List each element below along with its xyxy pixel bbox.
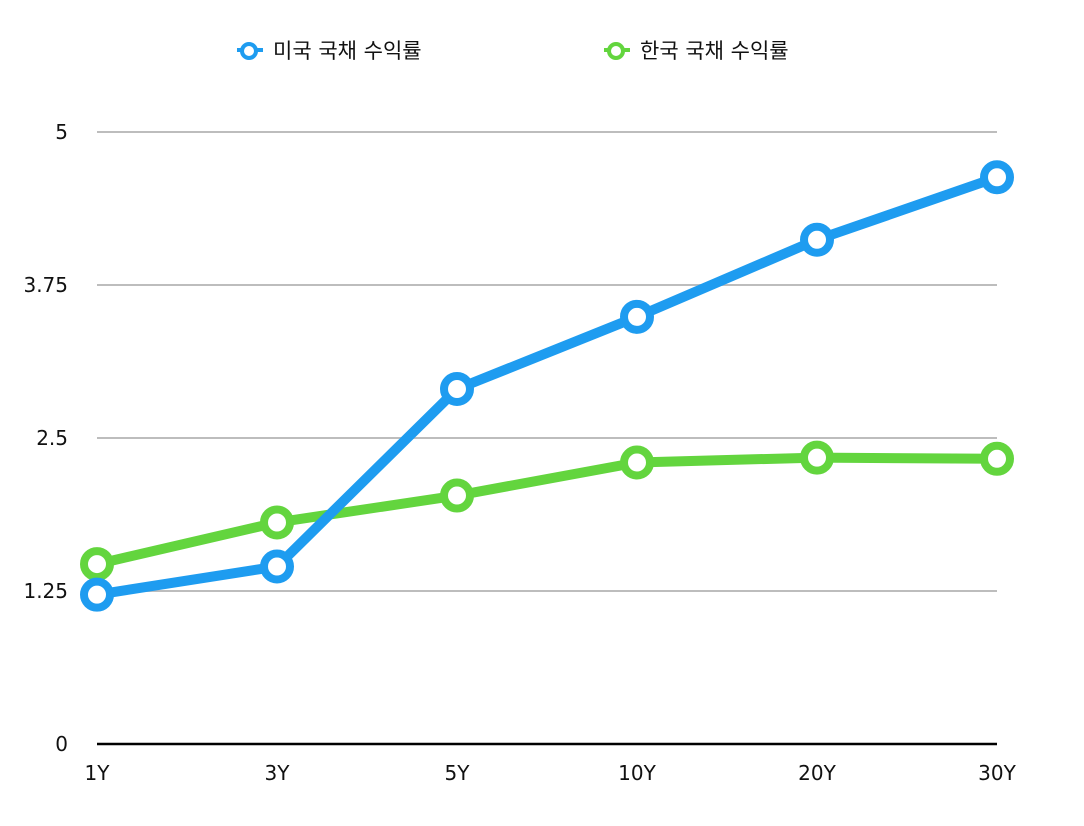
data-point-series1-1Y [80, 547, 114, 582]
data-point-series1-20Y [800, 440, 834, 475]
y-tick-label: 1.25 [23, 579, 68, 603]
x-tick-label: 20Y [798, 761, 836, 785]
grid-lines [97, 131, 997, 592]
y-axis: 0 1.25 2.5 3.75 5 [23, 120, 68, 756]
x-tick-label: 5Y [445, 761, 471, 785]
data-point-series0-10Y [620, 299, 654, 334]
legend: 미국 국채 수익률 한국 국채 수익률 [0, 30, 1084, 70]
data-point-series0-30Y [980, 160, 1014, 195]
data-point-series1-3Y [260, 505, 294, 540]
data-point-series1-5Y [440, 478, 474, 513]
legend-label-korea-treasury: 한국 국채 수익률 [640, 39, 789, 63]
data-point-series0-1Y [80, 577, 114, 612]
data-point-series0-3Y [260, 549, 294, 584]
y-tick-label: 0 [55, 732, 68, 756]
y-tick-label: 3.75 [23, 273, 68, 297]
data-point-series1-10Y [620, 445, 654, 480]
x-tick-label: 1Y [85, 761, 111, 785]
legend-item-korea-treasury: 한국 국채 수익률 [604, 36, 789, 64]
y-tick-label: 2.5 [36, 426, 68, 450]
legend-marker-us-treasury [237, 40, 263, 60]
x-tick-label: 3Y [265, 761, 291, 785]
series-line-0 [92, 172, 1002, 600]
x-tick-label: 30Y [978, 761, 1016, 785]
data-point-series1-30Y [980, 441, 1014, 476]
series-points [80, 160, 1014, 612]
data-point-series0-20Y [800, 222, 834, 257]
data-point-series0-5Y [440, 372, 474, 407]
x-axis: 1Y 3Y 5Y 10Y 20Y 30Y [85, 742, 1017, 785]
x-tick-label: 10Y [618, 761, 656, 785]
legend-marker-korea-treasury [604, 40, 630, 60]
legend-item-us-treasury: 미국 국채 수익률 [237, 36, 422, 64]
y-tick-label: 5 [55, 120, 68, 144]
series-line-1 [92, 452, 1002, 570]
series-lines [92, 172, 1002, 600]
legend-label-us-treasury: 미국 국채 수익률 [273, 39, 422, 63]
